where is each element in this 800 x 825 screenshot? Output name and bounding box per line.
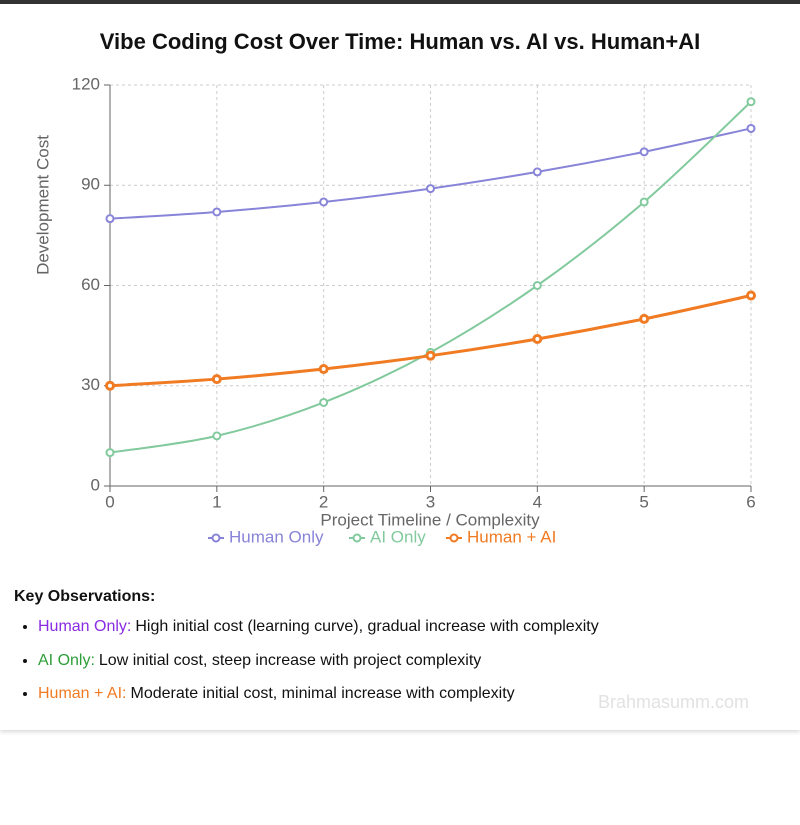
- y-tick-label: 60: [81, 275, 100, 294]
- observations-list: Human Only:High initial cost (learning c…: [14, 616, 794, 717]
- observation-label: Human + AI:: [38, 685, 127, 702]
- x-axis-label: Project Timeline / Complexity: [320, 510, 540, 529]
- data-point: [105, 380, 115, 391]
- data-point: [212, 207, 222, 217]
- watermark: Brahmasumm.com: [598, 692, 750, 712]
- chart-title: Vibe Coding Cost Over Time: Human vs. AI…: [100, 29, 700, 54]
- data-point: [318, 364, 329, 375]
- data-point: [426, 184, 435, 194]
- data-point: [639, 313, 650, 324]
- observations-title: Key Observations:: [14, 588, 156, 605]
- x-tick-label: 6: [746, 492, 755, 511]
- y-tick-label: 30: [81, 375, 100, 394]
- observation-text: High initial cost (learning curve), grad…: [135, 618, 599, 635]
- top-bar: [0, 0, 800, 4]
- observation-text: Low initial cost, steep increase with pr…: [98, 651, 482, 669]
- x-tick-label: 1: [212, 492, 221, 511]
- data-point: [211, 374, 222, 385]
- data-point: [319, 397, 329, 407]
- observation: AI Only:Low initial cost, steep increase…: [38, 650, 794, 684]
- x-tick-label: 4: [533, 492, 542, 511]
- data-point: [746, 290, 756, 301]
- observations: Key Observations: Human Only:High initia…: [14, 588, 794, 717]
- data-point: [532, 167, 542, 177]
- legend-label: AI Only: [370, 527, 426, 546]
- observation: Human + AI:Moderate initial cost, minima…: [38, 683, 794, 717]
- legend-label: Human + AI: [467, 527, 556, 546]
- y-tick-label: 120: [72, 74, 100, 93]
- legend-marker: [211, 533, 221, 543]
- x-tick-label: 3: [426, 492, 435, 511]
- data-point: [212, 431, 222, 441]
- y-tick-label: 0: [91, 475, 100, 494]
- legend-label: Human Only: [229, 527, 324, 546]
- y-axis-label: Development Cost: [33, 135, 52, 275]
- legend-marker: [449, 533, 459, 543]
- x-tick-label: 5: [639, 492, 648, 511]
- legend-marker: [352, 533, 362, 543]
- data-point: [105, 214, 115, 224]
- observation: Human Only:High initial cost (learning c…: [38, 616, 794, 650]
- data-point: [425, 350, 436, 361]
- data-point: [532, 281, 542, 290]
- data-point: [746, 97, 756, 107]
- x-tick-label: 2: [319, 492, 328, 511]
- y-tick-label: 90: [81, 175, 100, 194]
- data-point: [639, 147, 649, 157]
- chart: Vibe Coding Cost Over Time: Human vs. AI…: [33, 29, 756, 546]
- data-point: [746, 123, 756, 133]
- data-point: [532, 333, 543, 344]
- data-point: [639, 197, 649, 207]
- observation-label: AI Only:: [38, 651, 95, 669]
- data-point: [105, 448, 115, 458]
- data-point: [319, 197, 329, 207]
- observation-text: Moderate initial cost, minimal increase …: [130, 685, 515, 702]
- observation-label: Human Only:: [38, 618, 132, 635]
- x-tick-label: 0: [105, 492, 114, 511]
